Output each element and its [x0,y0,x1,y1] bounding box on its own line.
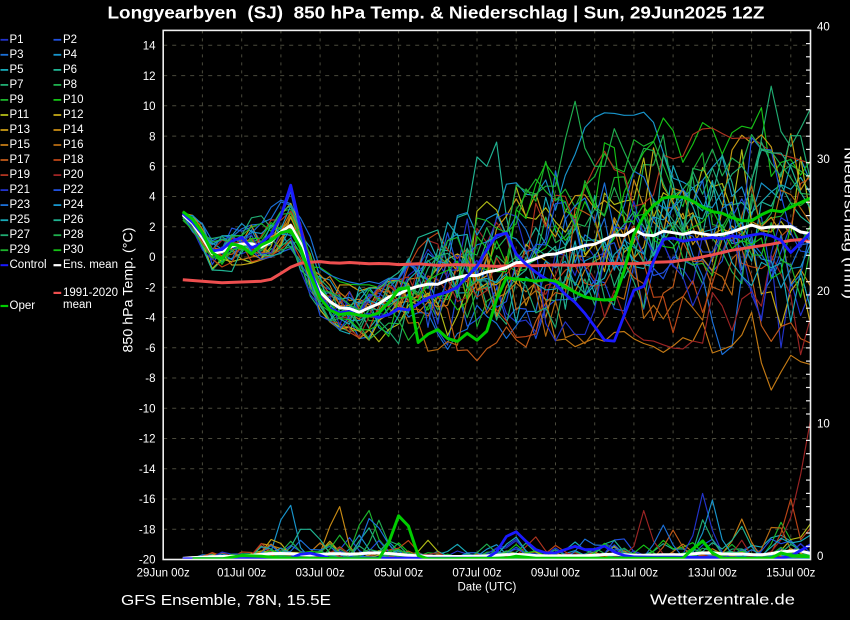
svg-text:P18: P18 [63,154,83,166]
svg-text:-8: -8 [145,373,155,385]
svg-text:30: 30 [817,154,830,166]
svg-text:15Jul 00z: 15Jul 00z [766,568,815,580]
svg-text:-20: -20 [139,555,156,567]
svg-text:Wetterzentrale.de: Wetterzentrale.de [650,593,795,609]
svg-text:4: 4 [149,192,156,204]
svg-text:P10: P10 [63,94,83,106]
svg-text:-2: -2 [145,283,155,295]
svg-text:P13: P13 [10,124,30,136]
svg-text:Ens. mean: Ens. mean [63,259,118,271]
svg-text:P4: P4 [63,49,78,61]
svg-text:8: 8 [149,131,155,143]
svg-text:P28: P28 [63,229,83,241]
svg-text:P5: P5 [10,64,24,76]
svg-text:-4: -4 [145,313,156,325]
svg-text:14: 14 [143,41,156,53]
svg-text:1991-2020: 1991-2020 [63,287,118,299]
svg-text:6: 6 [149,162,155,174]
svg-text:P27: P27 [10,229,30,241]
svg-text:12: 12 [143,71,156,83]
svg-text:Longyearbyen (SJ) 850 hPa Te: Longyearbyen (SJ) 850 hPa Temp. & Nieder… [108,3,765,23]
svg-text:P7: P7 [10,79,24,91]
svg-text:P16: P16 [63,139,83,151]
svg-text:P22: P22 [63,184,83,196]
svg-text:13Jul 00z: 13Jul 00z [688,568,737,580]
svg-text:2: 2 [149,222,155,234]
svg-text:10: 10 [143,101,156,113]
svg-text:0: 0 [817,551,823,563]
svg-text:20: 20 [817,286,830,298]
svg-text:P21: P21 [10,184,30,196]
svg-text:P15: P15 [10,139,30,151]
svg-text:P12: P12 [63,109,83,121]
svg-text:Date (UTC): Date (UTC) [458,582,517,594]
svg-text:07Jul 00z: 07Jul 00z [452,568,501,580]
svg-text:-12: -12 [139,434,156,446]
svg-text:P24: P24 [63,199,84,211]
svg-text:P25: P25 [10,214,30,226]
svg-text:Niederschlag (mm): Niederschlag (mm) [842,147,850,299]
svg-text:P20: P20 [63,169,83,181]
svg-text:-14: -14 [139,464,156,476]
svg-text:GFS Ensemble, 78N, 15.5E: GFS Ensemble, 78N, 15.5E [121,593,331,609]
svg-text:29Jun 00z: 29Jun 00z [137,568,190,580]
svg-text:-18: -18 [139,525,156,537]
svg-text:P3: P3 [10,49,24,61]
svg-text:05Jul 00z: 05Jul 00z [374,568,423,580]
svg-text:P26: P26 [63,214,83,226]
svg-text:01Jul 00z: 01Jul 00z [217,568,266,580]
svg-text:09Jul 00z: 09Jul 00z [531,568,580,580]
svg-text:P11: P11 [10,109,30,121]
svg-text:P9: P9 [10,94,24,106]
svg-text:mean: mean [63,299,92,311]
svg-text:03Jul 00z: 03Jul 00z [295,568,344,580]
svg-text:P6: P6 [63,64,77,76]
svg-text:P8: P8 [63,79,77,91]
svg-text:Oper: Oper [10,300,36,312]
svg-text:10: 10 [817,419,830,431]
svg-text:-10: -10 [139,404,156,416]
svg-text:0: 0 [149,252,155,264]
svg-text:P23: P23 [10,199,30,211]
svg-text:P17: P17 [10,154,30,166]
svg-text:P14: P14 [63,124,84,136]
svg-text:40: 40 [817,22,830,34]
svg-text:P30: P30 [63,244,83,256]
svg-text:P29: P29 [10,244,30,256]
svg-text:P2: P2 [63,34,77,46]
svg-text:-6: -6 [145,343,155,355]
svg-text:P1: P1 [10,34,24,46]
svg-text:-16: -16 [139,494,156,506]
svg-text:P19: P19 [10,169,30,181]
svg-text:850 hPa Temp. (°C): 850 hPa Temp. (°C) [121,228,136,353]
svg-text:Control: Control [10,259,47,271]
svg-text:11Jul 00z: 11Jul 00z [610,568,659,580]
